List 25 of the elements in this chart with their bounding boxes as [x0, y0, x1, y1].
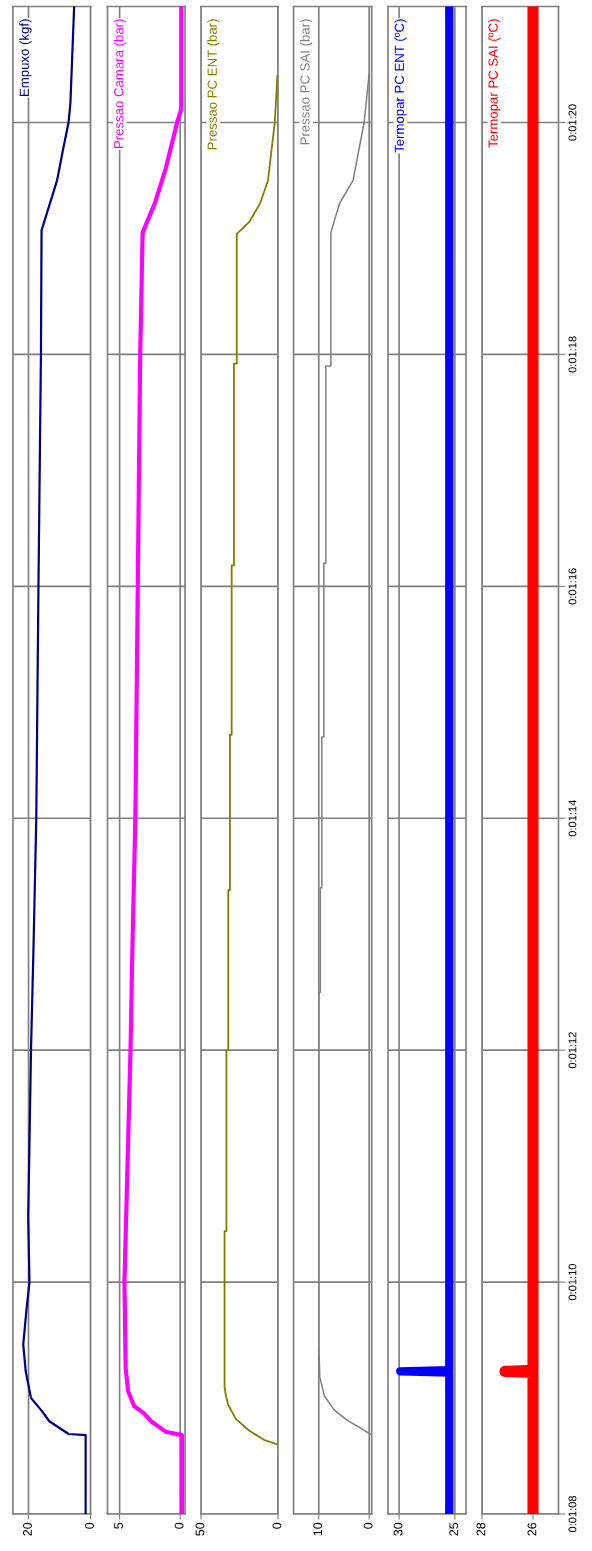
- text: Termopar PC ENT (ºC): [394, 19, 407, 153]
- y-tick-label: 0:01:20: [568, 104, 577, 141]
- x-tick-label: 25: [449, 1522, 459, 1536]
- x-tick-label: 0: [272, 1522, 282, 1529]
- y-tick-label: 0:01:10: [568, 1263, 577, 1301]
- x-tick-label: 30: [393, 1522, 403, 1536]
- x-tick-label: 26: [527, 1522, 537, 1536]
- y-tick-label: 0:01:14: [568, 800, 577, 837]
- y-tick-label: 0:01:12: [568, 1032, 577, 1069]
- text: Empuxo (kgf): [19, 19, 32, 96]
- text: Pressao Camara (bar): [113, 19, 127, 148]
- y-tick-label: 0:01:08: [568, 1495, 577, 1533]
- x-tick-label: 50: [195, 1522, 205, 1536]
- y-tick-label: 0:01:18: [568, 336, 577, 373]
- x-tick-label: 10: [313, 1522, 323, 1536]
- x-tick-label: 0: [85, 1522, 94, 1529]
- x-tick-label: 0: [363, 1522, 373, 1529]
- text: Termopar PC SAI (ºC): [488, 19, 501, 148]
- y-tick-label: 0:01:16: [568, 568, 577, 605]
- x-tick-label: 20: [23, 1522, 32, 1536]
- text: Pressao PC ENT (bar): [207, 19, 220, 150]
- x-tick-label: 5: [114, 1522, 123, 1529]
- x-tick-label: 0: [174, 1522, 184, 1529]
- text: Pressao PC SAI (bar): [299, 19, 313, 145]
- x-tick-label: 28: [476, 1522, 486, 1536]
